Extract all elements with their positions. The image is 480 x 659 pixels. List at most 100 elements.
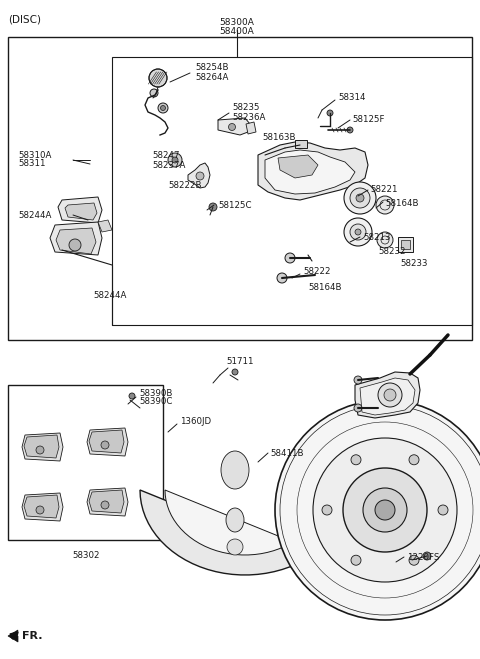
Text: 58163B: 58163B bbox=[262, 134, 296, 142]
Polygon shape bbox=[355, 372, 420, 418]
Text: 58244A: 58244A bbox=[18, 210, 51, 219]
Text: 58232: 58232 bbox=[378, 248, 406, 256]
FancyArrowPatch shape bbox=[10, 632, 18, 640]
Circle shape bbox=[344, 182, 376, 214]
Circle shape bbox=[350, 188, 370, 208]
Polygon shape bbox=[87, 488, 128, 516]
Polygon shape bbox=[22, 493, 63, 521]
Text: 58164B: 58164B bbox=[385, 198, 419, 208]
Bar bbox=[8, 37, 472, 340]
Ellipse shape bbox=[226, 508, 244, 532]
Circle shape bbox=[228, 123, 236, 130]
Polygon shape bbox=[218, 118, 250, 135]
Circle shape bbox=[150, 89, 158, 97]
Polygon shape bbox=[24, 495, 59, 518]
Circle shape bbox=[363, 488, 407, 532]
Text: 58221: 58221 bbox=[370, 185, 397, 194]
Text: 58237A: 58237A bbox=[152, 161, 185, 169]
Text: 58247: 58247 bbox=[152, 152, 180, 161]
Circle shape bbox=[327, 110, 333, 116]
Text: 58390C: 58390C bbox=[139, 397, 172, 407]
Text: 58222B: 58222B bbox=[168, 181, 202, 190]
Text: 58411B: 58411B bbox=[270, 449, 303, 457]
Text: 58164B: 58164B bbox=[308, 283, 341, 293]
Bar bbox=[112, 57, 472, 325]
Polygon shape bbox=[165, 425, 325, 555]
Text: 58244A: 58244A bbox=[93, 291, 126, 299]
Circle shape bbox=[313, 438, 457, 582]
Bar bbox=[8, 385, 163, 540]
Polygon shape bbox=[89, 430, 124, 453]
Polygon shape bbox=[24, 435, 59, 458]
Polygon shape bbox=[360, 378, 415, 415]
Circle shape bbox=[232, 369, 238, 375]
Text: 58400A: 58400A bbox=[220, 27, 254, 36]
Circle shape bbox=[356, 194, 364, 202]
Circle shape bbox=[227, 539, 243, 555]
Polygon shape bbox=[278, 155, 318, 178]
Circle shape bbox=[149, 69, 167, 87]
Circle shape bbox=[355, 229, 361, 235]
Circle shape bbox=[196, 172, 204, 180]
Circle shape bbox=[438, 505, 448, 515]
Text: 58125C: 58125C bbox=[218, 200, 252, 210]
Text: 58125F: 58125F bbox=[352, 115, 384, 125]
Text: 58390B: 58390B bbox=[139, 389, 172, 397]
Polygon shape bbox=[188, 163, 210, 188]
Bar bbox=[295, 140, 307, 148]
Polygon shape bbox=[58, 197, 102, 223]
Circle shape bbox=[129, 393, 135, 399]
Circle shape bbox=[209, 203, 217, 211]
Text: 58302: 58302 bbox=[72, 552, 100, 561]
Circle shape bbox=[101, 441, 109, 449]
Text: 58254B: 58254B bbox=[195, 63, 228, 72]
Text: 58233: 58233 bbox=[400, 258, 428, 268]
Circle shape bbox=[384, 389, 396, 401]
Circle shape bbox=[350, 224, 366, 240]
Circle shape bbox=[354, 404, 362, 412]
Bar bbox=[398, 237, 413, 252]
Text: (DISC): (DISC) bbox=[8, 14, 41, 24]
Circle shape bbox=[409, 455, 419, 465]
Circle shape bbox=[69, 239, 81, 251]
Bar bbox=[401, 240, 410, 249]
Circle shape bbox=[285, 253, 295, 263]
Polygon shape bbox=[22, 433, 63, 461]
Circle shape bbox=[168, 153, 182, 167]
Circle shape bbox=[343, 468, 427, 552]
Polygon shape bbox=[50, 222, 102, 255]
Text: 51711: 51711 bbox=[226, 357, 253, 366]
Circle shape bbox=[36, 506, 44, 514]
Polygon shape bbox=[65, 203, 97, 220]
Text: 58311: 58311 bbox=[18, 159, 46, 169]
Ellipse shape bbox=[221, 451, 249, 489]
Polygon shape bbox=[56, 228, 96, 254]
Text: 1220FS: 1220FS bbox=[407, 554, 439, 563]
Polygon shape bbox=[87, 428, 128, 456]
Circle shape bbox=[409, 556, 419, 565]
Circle shape bbox=[160, 105, 166, 111]
Circle shape bbox=[36, 446, 44, 454]
Polygon shape bbox=[8, 630, 18, 642]
Text: 58235: 58235 bbox=[232, 103, 260, 113]
Polygon shape bbox=[98, 220, 112, 232]
Circle shape bbox=[101, 501, 109, 509]
Text: 58213: 58213 bbox=[363, 233, 391, 241]
Circle shape bbox=[378, 383, 402, 407]
Circle shape bbox=[158, 103, 168, 113]
Circle shape bbox=[172, 157, 178, 163]
Text: 58314: 58314 bbox=[338, 92, 365, 101]
Text: 58264A: 58264A bbox=[195, 72, 228, 82]
Text: 58310A: 58310A bbox=[18, 150, 51, 159]
Circle shape bbox=[354, 376, 362, 384]
Circle shape bbox=[375, 500, 395, 520]
Polygon shape bbox=[140, 405, 350, 575]
Polygon shape bbox=[265, 150, 355, 194]
Circle shape bbox=[275, 400, 480, 620]
Circle shape bbox=[347, 127, 353, 133]
Circle shape bbox=[277, 273, 287, 283]
Circle shape bbox=[351, 455, 361, 465]
Text: 58236A: 58236A bbox=[232, 113, 265, 121]
Circle shape bbox=[344, 218, 372, 246]
Circle shape bbox=[322, 505, 332, 515]
